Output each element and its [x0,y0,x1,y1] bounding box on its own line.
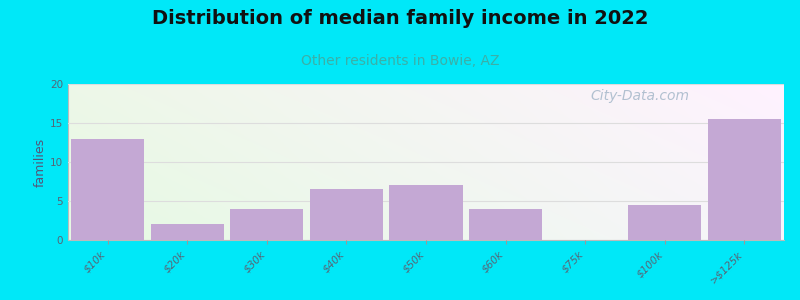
Y-axis label: families: families [34,137,47,187]
Bar [469,209,542,240]
Bar [71,139,144,240]
Bar [230,209,303,240]
Bar [150,224,224,240]
Text: City-Data.com: City-Data.com [590,88,690,103]
Bar [628,205,702,240]
Bar [310,189,383,240]
Text: Other residents in Bowie, AZ: Other residents in Bowie, AZ [301,54,499,68]
Text: Distribution of median family income in 2022: Distribution of median family income in … [152,9,648,28]
Bar [390,185,462,240]
Bar [708,119,781,240]
